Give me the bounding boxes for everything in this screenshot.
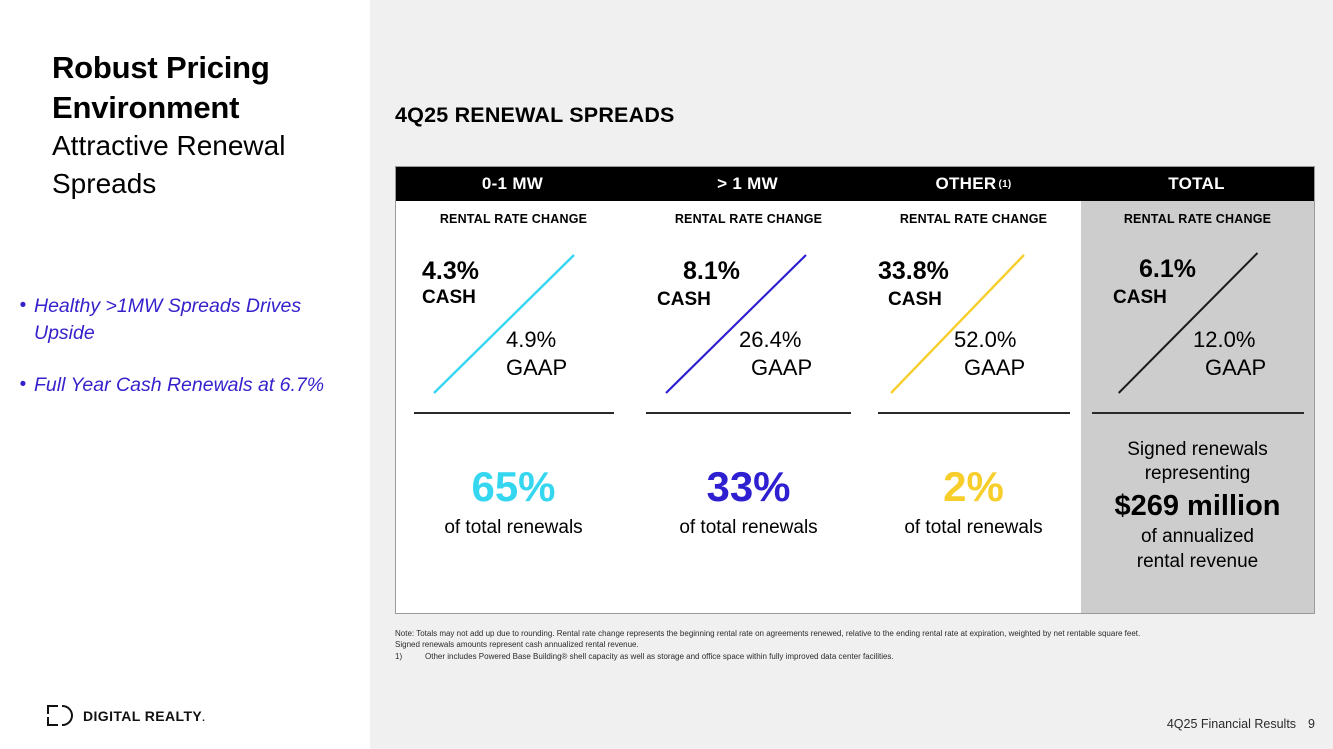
share-cell-gt1mw: 33% of total renewals — [631, 413, 866, 613]
cash-label: CASH — [1113, 287, 1167, 308]
bullet-dot-icon: • — [19, 295, 27, 316]
gaap-label: GAAP — [506, 355, 568, 380]
page-title-line2: Environment — [52, 89, 240, 125]
signed-renewals-line1: Signed renewals — [1127, 438, 1268, 460]
page-title-line1: Robust Pricing — [52, 50, 270, 85]
renewal-spreads-table: 0-1 MW > 1 MW OTHER (1) TOTAL RENTAL RATE… — [395, 166, 1315, 614]
footnote-number: 1) — [395, 651, 403, 661]
table-header-row: 0-1 MW > 1 MW OTHER (1) TOTAL — [396, 167, 1314, 201]
diagonal-divider-icon — [1117, 252, 1259, 394]
right-panel: 4Q25 RENEWAL SPREADS 0-1 MW > 1 MW OTHER… — [370, 0, 1333, 749]
section-heading: 4Q25 RENEWAL SPREADS — [395, 103, 675, 127]
table-header-cell-total: TOTAL — [1081, 167, 1314, 201]
header-label: TOTAL — [1168, 174, 1225, 193]
deck-name: 4Q25 Financial Results — [1166, 717, 1297, 731]
footnote-note: Note: Totals may not add up due to round… — [395, 629, 1141, 638]
page-number: 9 — [1308, 717, 1315, 731]
share-percentage: 33% — [706, 463, 791, 511]
bullet-text: Full Year Cash Renewals at 6.7% — [34, 374, 325, 397]
header-superscript: (1) — [998, 178, 1012, 190]
footnote-1: 1) Other includes Powered Base Building® … — [395, 651, 1325, 662]
table-body: RENTAL RATE CHANGE 4.3% CASH 4.9% GAAP 6… — [396, 201, 1314, 613]
sub-header-rental-rate-change: RENTAL RATE CHANGE — [439, 212, 588, 226]
list-item: • Healthy >1MW Spreads Drives Upside — [12, 293, 364, 346]
gaap-value: 26.4% — [739, 327, 802, 352]
gaap-value: 12.0% — [1193, 327, 1256, 352]
header-label: 0-1 MW — [481, 174, 544, 193]
table-header-cell-other: OTHER (1) — [866, 167, 1081, 201]
page-footer: 4Q25 Financial Results 9 — [1167, 717, 1315, 731]
footnote-signed-renewals: Signed renewals amounts represent cash a… — [395, 640, 639, 650]
left-panel: Robust Pricing Environment Attractive Re… — [0, 0, 370, 749]
share-percentage: 65% — [471, 463, 556, 511]
gaap-value: 4.9% — [506, 327, 557, 352]
cash-value: 33.8% — [878, 257, 949, 285]
rate-cell-0-1mw: 4.3% CASH 4.9% GAAP — [396, 237, 631, 414]
diagonal-divider-icon — [665, 254, 807, 394]
share-cell-other: 2% of total renewals — [866, 413, 1081, 613]
rate-cell-gt1mw: 8.1% CASH 26.4% GAAP — [631, 237, 866, 414]
logo-wordmark: DIGITAL REALTY. — [83, 708, 205, 724]
cash-label: CASH — [888, 289, 942, 310]
share-label: of total renewals — [904, 516, 1043, 538]
share-label: of total renewals — [444, 516, 583, 538]
share-label: of total renewals — [679, 516, 818, 538]
share-cell-0-1mw: 65% of total renewals — [396, 413, 631, 613]
gaap-label: GAAP — [751, 355, 813, 380]
signed-renewals-line3: of annualized — [1140, 526, 1255, 548]
table-column-gt1mw: RENTAL RATE CHANGE 8.1% CASH 26.4% GAAP … — [631, 201, 866, 613]
signed-renewals-amount: $269 million — [1114, 489, 1281, 522]
logo-trademark: . — [202, 712, 206, 724]
table-header-cell-gt1mw: > 1 MW — [631, 167, 866, 201]
cash-label: CASH — [657, 289, 711, 310]
page-subtitle-line1: Attractive Renewal — [52, 130, 286, 162]
gaap-value: 52.0% — [954, 327, 1017, 352]
table-header-cell-0-1mw: 0-1 MW — [396, 167, 631, 201]
sub-header-rental-rate-change: RENTAL RATE CHANGE — [1123, 212, 1272, 226]
rate-cell-total: 6.1% CASH 12.0% GAAP — [1081, 237, 1314, 414]
page-subtitle-line2: Spreads — [52, 168, 157, 200]
footnotes: Note: Totals may not add up due to round… — [395, 628, 1325, 662]
bullet-text: Healthy >1MW Spreads Drives Upside — [34, 295, 302, 344]
signed-renewals-summary: Signed renewals representing $269 millio… — [1081, 413, 1314, 613]
title-block: Robust Pricing Environment Attractive Re… — [52, 48, 352, 203]
share-percentage: 2% — [943, 463, 1004, 511]
sub-header-rental-rate-change: RENTAL RATE CHANGE — [899, 212, 1048, 226]
table-column-total: RENTAL RATE CHANGE 6.1% CASH 12.0% GAAP … — [1081, 201, 1314, 613]
signed-renewals-line2: representing — [1144, 463, 1251, 485]
cash-value: 4.3% — [422, 257, 479, 285]
gaap-label: GAAP — [1205, 355, 1267, 380]
cash-value: 8.1% — [683, 257, 740, 285]
bullet-list: • Healthy >1MW Spreads Drives Upside • F… — [12, 293, 364, 425]
header-label: OTHER — [935, 174, 997, 193]
sub-header-rental-rate-change: RENTAL RATE CHANGE — [674, 212, 823, 226]
gaap-label: GAAP — [964, 355, 1026, 380]
digital-realty-brackets-icon — [47, 705, 73, 726]
cash-value: 6.1% — [1139, 255, 1196, 283]
brand-logo: DIGITAL REALTY. — [47, 705, 205, 726]
footnote-1-text: Other includes Powered Base Building® sh… — [425, 651, 894, 661]
logo-wordmark-text: DIGITAL REALTY — [83, 707, 203, 724]
table-column-other: RENTAL RATE CHANGE 33.8% CASH 52.0% GAAP… — [866, 201, 1081, 613]
header-label: > 1 MW — [717, 174, 778, 193]
signed-renewals-line4: rental revenue — [1136, 550, 1259, 572]
list-item: • Full Year Cash Renewals at 6.7% — [12, 372, 364, 399]
cash-label: CASH — [422, 287, 476, 308]
rate-cell-other: 33.8% CASH 52.0% GAAP — [866, 237, 1081, 414]
bullet-dot-icon: • — [19, 374, 27, 396]
table-column-0-1mw: RENTAL RATE CHANGE 4.3% CASH 4.9% GAAP 6… — [396, 201, 631, 613]
